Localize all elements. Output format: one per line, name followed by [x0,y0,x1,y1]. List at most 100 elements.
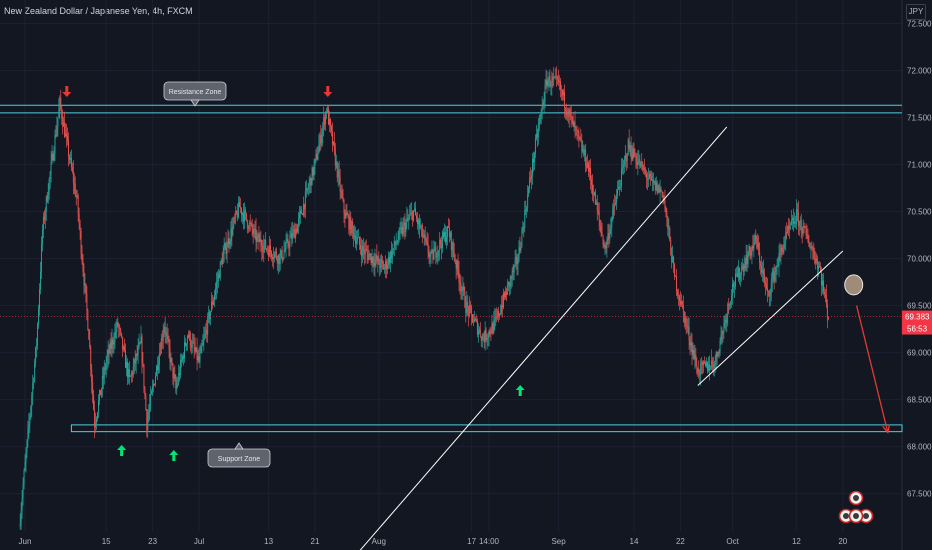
resistance-callout-text: Resistance Zone [169,89,222,96]
candle-body [803,225,805,227]
candle-body [311,167,313,186]
candle-body [192,341,194,343]
candle-body [734,286,735,288]
zones [0,104,903,433]
candle-body [437,250,439,257]
candle-body [565,109,567,115]
candles [19,66,829,530]
candle-body [94,409,96,428]
candle-body [257,234,259,237]
candle-body [825,295,827,304]
candle-body [284,249,286,252]
candle-body [98,400,99,413]
candle-body [375,255,377,260]
candle-body [476,320,478,335]
candle-body [206,329,208,335]
candle-body [556,76,558,78]
candle-body [655,181,657,190]
candle-body [611,218,613,229]
candle-body [499,313,501,317]
candle-body [99,390,101,396]
candle-body [351,221,353,234]
projection-line[interactable] [855,305,889,433]
candle-body [617,189,619,196]
candle-body [263,244,265,252]
candle-body [310,178,312,186]
candle-body [152,386,154,392]
candle-body [644,167,646,171]
candle-body [812,248,814,252]
breakout-circle[interactable] [844,274,864,296]
candle-body [544,84,546,102]
candle-body [305,188,307,192]
candle-body [203,337,205,342]
candle-body [78,213,80,224]
candle-body [397,239,399,243]
candle-body [321,135,323,144]
candle-body [714,361,716,368]
candle-body [134,358,136,364]
time-tick-label: Oct [726,537,739,546]
candle-body [720,334,722,341]
candle-body [185,342,186,346]
candle-body [553,77,555,80]
arrow-down-icon [62,86,72,97]
candle-body [163,327,165,334]
major-ascending-trendline[interactable] [350,126,728,550]
candle-body [805,227,807,235]
candle-body [724,320,726,323]
candle-body [322,126,324,136]
candle-body [493,319,495,333]
candle-body [633,148,635,157]
candle-body [827,317,829,320]
candle-body [74,183,76,196]
candle-body [717,352,719,357]
candle-body [769,293,771,296]
candle-body [608,233,610,239]
candle-body [526,208,528,212]
candle-body [475,319,477,321]
candle-body [435,246,437,258]
candle-body [629,145,631,150]
candle-body [229,241,231,245]
candle-body [114,331,116,343]
candle-body [286,239,288,242]
candle-body [452,242,454,252]
candle-body [404,222,406,233]
candle-body [129,376,131,377]
candle-body [243,210,245,222]
candle-body [164,327,166,334]
candle-body [393,240,395,249]
price-tick-label: 70.000 [907,255,932,264]
candle-body [228,238,230,245]
candle-body [64,122,66,137]
candle-body [63,122,65,127]
candle-body [22,485,24,499]
candle-body [628,139,630,150]
candle-body [153,384,155,387]
candle-body [561,89,562,91]
candle-body [548,75,550,82]
candle-body [304,191,306,210]
time-tick-label: 21 [311,537,320,546]
candle-body [416,215,417,219]
candle-body [113,342,115,345]
candle-body [771,277,773,282]
candle-body [189,333,191,347]
candle-body [53,153,55,161]
candle-body [67,136,68,141]
current-price-label: 69.383 [905,313,930,322]
candle-body [136,354,138,356]
channel-trendline[interactable] [697,250,844,386]
candle-body [467,301,469,307]
candle-body [331,131,333,145]
candle-body [405,222,407,233]
candle-body [55,135,57,136]
currency-badge[interactable]: JPY [906,4,926,20]
support-callout-text: Support Zone [218,456,261,463]
candle-body [785,231,787,242]
logo-ball-core [853,495,859,501]
candle-body [742,266,744,273]
candle-body [395,243,397,245]
